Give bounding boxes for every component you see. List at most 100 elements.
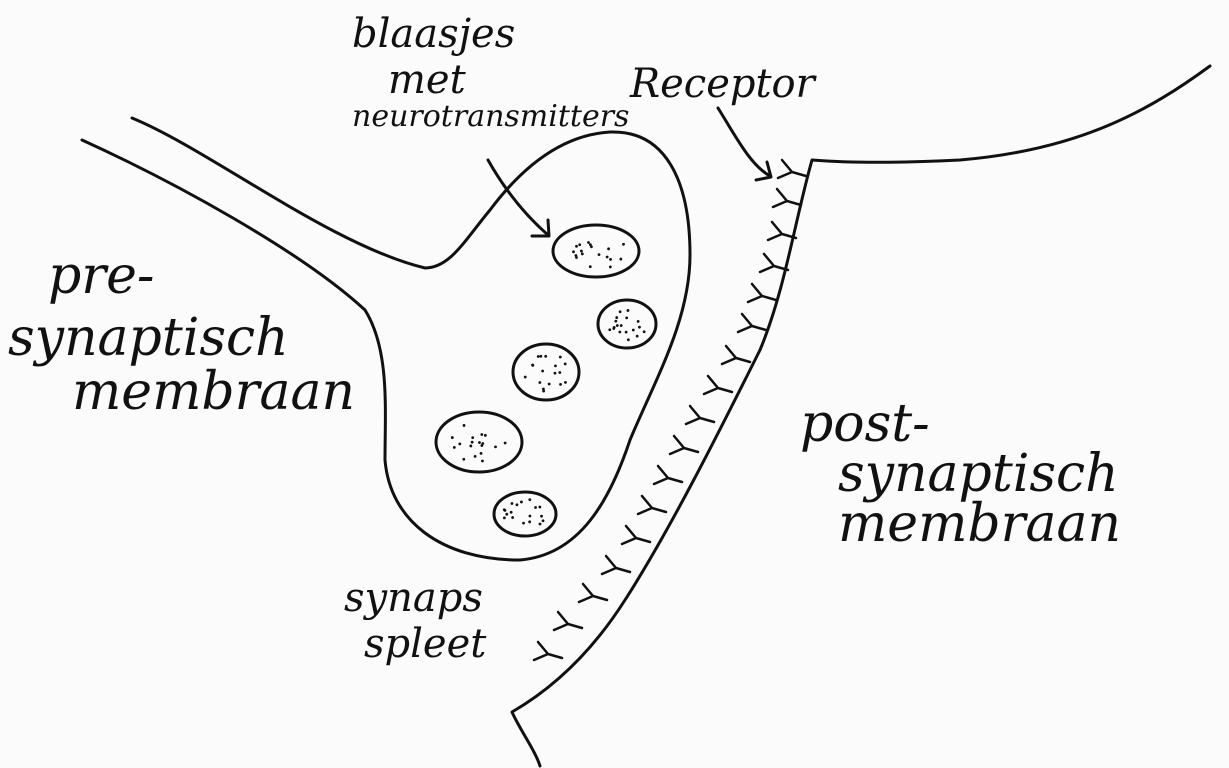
neurotransmitter-dot — [626, 309, 630, 312]
neurotransmitter-dot — [470, 440, 474, 444]
neurotransmitter-dot — [538, 522, 542, 526]
receptor — [702, 374, 734, 396]
vesicles-label-line1: blaasjes — [352, 11, 516, 57]
neurotransmitter-dot — [618, 330, 622, 334]
neurotransmitter-dot — [642, 330, 646, 334]
vesicles-label-line2: met — [388, 57, 466, 103]
neurotransmitter-dot — [631, 328, 635, 332]
neurotransmitter-dot — [554, 364, 557, 368]
receptor — [766, 220, 798, 242]
neurotransmitter-dot — [515, 503, 519, 507]
neurotransmitter-dot — [528, 514, 532, 518]
neurotransmitter-dot — [625, 316, 629, 320]
pre-label-line2: synaptisch — [8, 308, 289, 368]
neurotransmitter-dot — [538, 505, 542, 509]
neurotransmitter-dot — [588, 265, 592, 269]
neurotransmitter-dot — [505, 512, 509, 516]
neurotransmitter-dot — [538, 381, 542, 384]
receptors — [532, 158, 808, 662]
neurotransmitter-dot — [580, 249, 583, 253]
neurotransmitter-dot — [494, 445, 497, 449]
neurotransmitter-dot — [578, 243, 582, 247]
vesicle — [434, 410, 524, 474]
neurotransmitter-dot — [528, 498, 532, 502]
neurotransmitter-dot — [522, 521, 525, 525]
neurotransmitter-dot — [619, 324, 623, 327]
neurotransmitter-dot — [609, 257, 612, 261]
receptor — [758, 252, 790, 274]
neurotransmitter-dot — [502, 508, 506, 512]
neurotransmitter-dot — [559, 382, 562, 386]
neurotransmitter-dot — [462, 424, 466, 427]
receptor — [577, 582, 609, 604]
neurotransmitter-dot — [564, 380, 567, 384]
neurotransmitter-dot — [523, 375, 527, 379]
neurotransmitter-dot — [622, 242, 625, 246]
receptor — [636, 494, 668, 516]
post-label-line1: post- — [800, 394, 930, 454]
neurotransmitter-dot — [590, 245, 593, 249]
neurotransmitter-dot — [608, 328, 612, 332]
vesicles-arrow — [486, 158, 550, 237]
neurotransmitter-dot — [547, 382, 551, 386]
cleft-label-line1: synaps — [344, 575, 483, 621]
neurotransmitter-dot — [469, 444, 473, 448]
neurotransmitter-dot — [511, 516, 515, 519]
pre-label-line1: pre- — [48, 246, 155, 306]
receptor — [684, 404, 716, 426]
neurotransmitter-dot — [553, 371, 557, 375]
neurotransmitter-dot — [471, 436, 475, 440]
neurotransmitter-dot — [638, 325, 641, 329]
vesicle — [511, 342, 581, 402]
neurotransmitter-dot — [575, 244, 578, 248]
receptor-label: Receptor — [630, 61, 815, 107]
neurotransmitter-dot — [458, 442, 462, 446]
post-label-line3: membraan — [838, 494, 1122, 554]
neurotransmitter-dot — [528, 520, 532, 524]
neurotransmitter-dot — [541, 369, 545, 373]
neurotransmitter-dot — [542, 387, 545, 391]
receptor — [771, 187, 803, 209]
neurotransmitter-dot — [462, 457, 466, 461]
receptor — [600, 554, 632, 576]
neurotransmitter-dot — [541, 519, 545, 523]
neurotransmitter-dot — [544, 354, 548, 358]
receptor-arrowhead — [754, 160, 773, 182]
neurotransmitter-dot — [540, 514, 543, 518]
neurotransmitter-dot — [615, 324, 619, 327]
receptor — [620, 524, 652, 546]
neurotransmitter-dot — [615, 316, 619, 319]
neurotransmitter-dot — [542, 389, 546, 393]
post-label-line2: synaptisch — [838, 444, 1119, 504]
neurotransmitter-dot — [479, 451, 483, 455]
neurotransmitter-dot — [587, 241, 590, 244]
neurotransmitter-dot — [626, 338, 630, 342]
neurotransmitter-dot — [619, 257, 623, 261]
neurotransmitter-dot — [452, 446, 456, 449]
receptor — [736, 312, 768, 334]
neurotransmitter-dot — [563, 362, 567, 366]
neurotransmitter-dot — [536, 355, 540, 358]
neurotransmitter-dot — [618, 310, 622, 314]
neurotransmitter-dot — [636, 319, 640, 323]
neurotransmitter-dot — [503, 441, 507, 445]
receptor — [776, 158, 808, 180]
neurotransmitter-dot — [539, 354, 543, 358]
neurotransmitter-dot — [473, 455, 477, 458]
neurotransmitter-dot — [624, 330, 628, 334]
neurotransmitter-dot — [478, 441, 481, 444]
vesicle — [492, 490, 558, 538]
receptor — [720, 344, 752, 366]
neurotransmitter-dot — [572, 250, 575, 254]
neurotransmitter-dot — [597, 253, 601, 257]
neurotransmitter-dots — [450, 241, 646, 526]
neurotransmitter-dot — [612, 325, 616, 329]
neurotransmitter-dot — [450, 436, 454, 439]
receptor — [746, 282, 778, 304]
vesicle — [551, 223, 641, 279]
neurotransmitter-dot — [605, 255, 609, 259]
neurotransmitter-dot — [608, 265, 612, 269]
postsynaptic-membrane-outline — [510, 64, 1212, 768]
neurotransmitter-dot — [481, 459, 484, 463]
